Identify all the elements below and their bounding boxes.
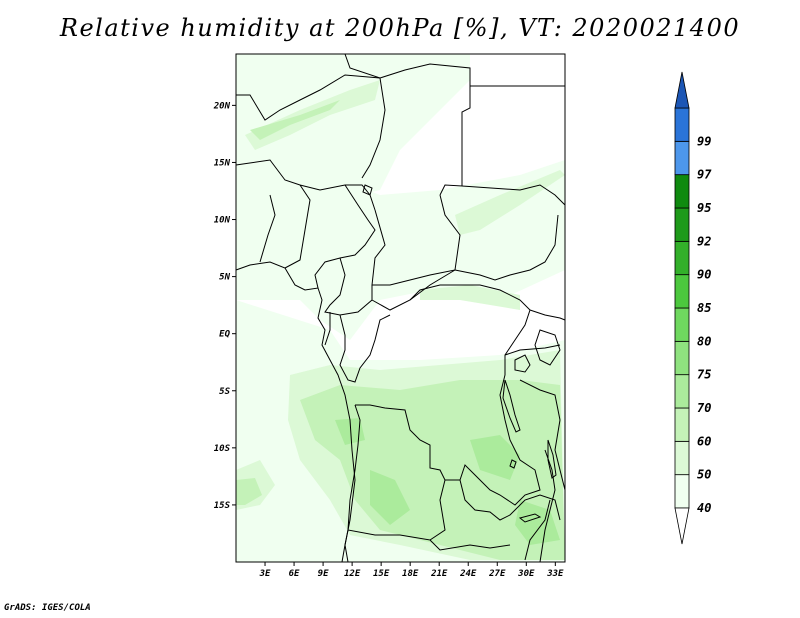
colorbar-label: 95 xyxy=(697,201,711,215)
colorbar-label: 40 xyxy=(697,501,711,515)
colorbar-segment xyxy=(674,307,690,342)
chart-title: Relative humidity at 200hPa [%], VT: 202… xyxy=(59,14,741,42)
lake-malawi xyxy=(547,439,557,479)
colorbar-segment xyxy=(674,174,690,209)
colorbar-label: 80 xyxy=(697,334,711,348)
lake-kariba xyxy=(518,513,542,523)
colorbar-label: 60 xyxy=(697,434,711,448)
lon-tick-label: 30E xyxy=(517,569,535,579)
lat-tick-label: 5S xyxy=(219,387,230,397)
colorbar-segment xyxy=(674,207,690,242)
lon-tick-label: 18E xyxy=(402,569,419,579)
colorbar-segment xyxy=(674,407,690,442)
colorbar-segment xyxy=(674,107,690,142)
colorbar: 40 50 60 70 75 80 85 90 92 95 97 99 xyxy=(674,71,712,545)
lake-chad xyxy=(362,184,373,196)
lake-victoria xyxy=(514,354,531,373)
humidity-region-70 xyxy=(335,418,560,545)
lon-tick-label: 27E xyxy=(488,569,506,579)
lakes xyxy=(362,184,557,523)
colorbar-label: 97 xyxy=(697,168,712,182)
lat-tick-label: 15S xyxy=(214,501,231,511)
latitude-axis: 20N 15N 10N 5N EQ 5S 10S 15S xyxy=(213,101,236,511)
lat-tick-label: 10N xyxy=(214,216,231,226)
colorbar-bottom-cap xyxy=(674,507,690,545)
colorbar-segment xyxy=(674,274,690,309)
colorbar-label: 50 xyxy=(697,468,711,482)
lon-tick-label: 24E xyxy=(459,569,477,579)
humidity-shading xyxy=(236,54,565,562)
lon-tick-label: 15E xyxy=(373,569,390,579)
grads-credit: GrADS: IGES/COLA xyxy=(4,603,91,613)
longitude-axis: 3E 6E 9E 12E 15E 18E 21E 24E 27E 30E 33E xyxy=(259,562,564,579)
colorbar-segment xyxy=(674,440,690,476)
colorbar-segment xyxy=(674,340,690,376)
colorbar-label: 85 xyxy=(697,301,711,315)
colorbar-label: 99 xyxy=(697,134,711,148)
country-borders xyxy=(235,53,566,563)
lat-tick-label: 10S xyxy=(214,444,231,454)
colorbar-label: 90 xyxy=(697,268,711,282)
lat-tick-label: 15N xyxy=(214,158,231,168)
lon-tick-label: 6E xyxy=(289,569,300,579)
lon-tick-label: 9E xyxy=(318,569,329,579)
map-frame xyxy=(235,53,566,563)
lon-tick-label: 33E xyxy=(546,569,564,579)
colorbar-segment xyxy=(674,474,690,509)
colorbar-label: 70 xyxy=(697,401,711,415)
colorbar-label: 92 xyxy=(697,234,711,248)
lake-mweru xyxy=(509,459,517,469)
lat-tick-label: 5N xyxy=(219,273,230,283)
lat-tick-label: EQ xyxy=(219,330,230,340)
colorbar-segment xyxy=(674,140,690,176)
lon-tick-label: 21E xyxy=(430,569,448,579)
lake-tanganyika xyxy=(502,379,521,433)
colorbar-label: 75 xyxy=(697,368,711,382)
lon-tick-label: 3E xyxy=(259,569,271,579)
colorbar-segment xyxy=(674,374,690,409)
colorbar-segment xyxy=(674,240,690,276)
lat-tick-label: 20N xyxy=(213,101,231,111)
lon-tick-label: 12E xyxy=(344,569,361,579)
colorbar-top-cap xyxy=(674,71,690,109)
